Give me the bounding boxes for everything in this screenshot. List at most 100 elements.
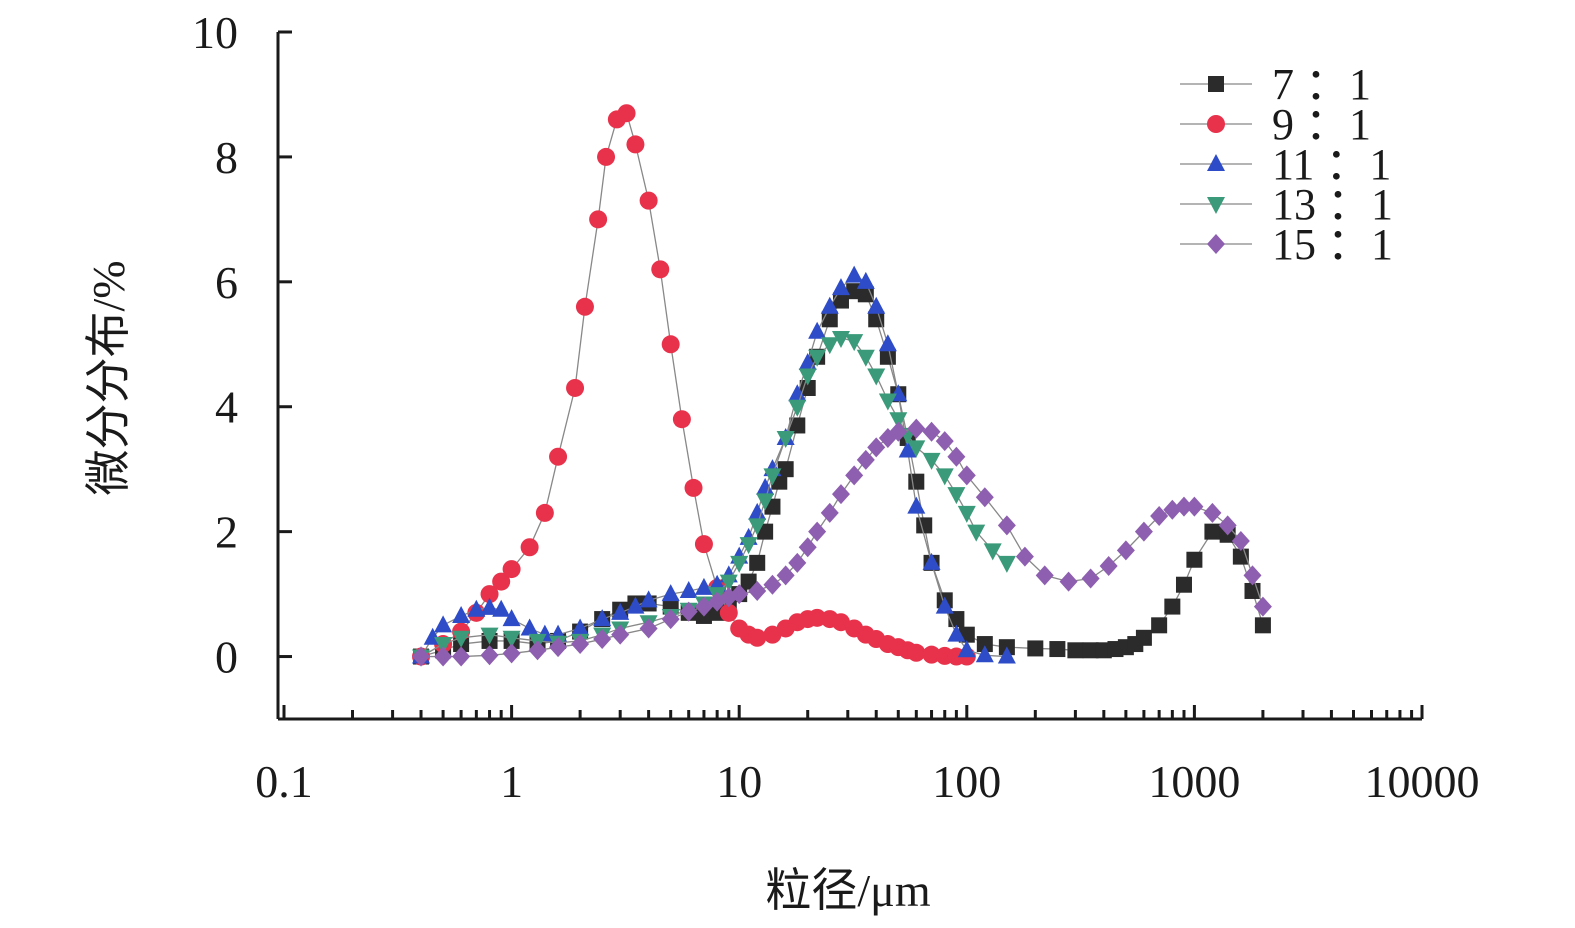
- data-point: [907, 418, 926, 439]
- data-point: [831, 278, 850, 296]
- axes: [276, 32, 1422, 721]
- legend-label: 9 ：1: [1272, 100, 1371, 149]
- data-point: [935, 468, 954, 486]
- data-point: [1151, 617, 1168, 634]
- data-point: [856, 271, 875, 289]
- series-2: [412, 104, 976, 666]
- data-point: [907, 496, 926, 514]
- data-point: [549, 637, 568, 658]
- x-tick-label: 10000: [1365, 756, 1480, 807]
- data-point: [1204, 523, 1221, 540]
- data-point: [1099, 555, 1118, 576]
- x-tick-label: 1000: [1148, 756, 1240, 807]
- data-point: [679, 580, 698, 598]
- data-point: [492, 599, 511, 617]
- legend-marker: [1207, 234, 1225, 254]
- legend-label: 7 ：1: [1272, 60, 1371, 109]
- data-point: [967, 524, 986, 542]
- data-point: [452, 630, 471, 648]
- data-point: [1243, 565, 1262, 586]
- data-point: [777, 461, 794, 478]
- data-point: [593, 629, 612, 650]
- legend-marker: [1207, 197, 1225, 214]
- data-point: [798, 537, 817, 558]
- data-point: [997, 555, 1016, 573]
- data-point: [626, 135, 645, 154]
- data-point: [748, 502, 767, 520]
- y-tick-label: 8: [215, 132, 238, 183]
- data-point: [626, 596, 645, 614]
- data-point: [798, 368, 817, 386]
- data-point: [434, 637, 453, 655]
- data-point: [661, 609, 680, 630]
- x-tick-label: 10: [716, 756, 762, 807]
- data-point: [997, 515, 1016, 536]
- data-point: [740, 573, 757, 590]
- data-point: [756, 493, 775, 511]
- data-point: [983, 543, 1002, 561]
- data-point: [832, 292, 849, 309]
- data-point: [878, 334, 897, 352]
- data-point: [907, 440, 926, 458]
- data-point: [694, 535, 713, 554]
- data-point: [589, 210, 608, 229]
- data-point: [808, 349, 827, 367]
- data-point: [947, 624, 966, 642]
- data-point: [788, 399, 807, 417]
- data-point: [922, 645, 941, 664]
- data-point: [1027, 640, 1044, 657]
- data-point: [867, 296, 886, 314]
- x-tick-label: 100: [932, 756, 1001, 807]
- data-point: [1231, 531, 1250, 552]
- data-point: [889, 421, 908, 442]
- legend-marker: [1207, 154, 1225, 171]
- data-point: [776, 565, 795, 586]
- series-5: [412, 418, 1272, 667]
- data-point: [639, 191, 658, 210]
- data-point: [1175, 576, 1192, 593]
- legend-item: 11 ：1: [1180, 140, 1391, 189]
- data-point: [763, 468, 782, 486]
- data-point: [597, 147, 616, 166]
- x-tick-label: 0.1: [255, 756, 313, 807]
- data-point: [916, 517, 933, 534]
- data-point: [748, 628, 767, 647]
- data-point: [611, 624, 630, 645]
- data-point: [719, 574, 738, 592]
- data-point: [1253, 596, 1272, 617]
- data-point: [679, 601, 698, 622]
- data-point: [1254, 617, 1271, 634]
- legend-item: 9 ：1: [1180, 100, 1371, 149]
- x-axis-title: 粒径/μm: [765, 865, 930, 916]
- legend-label: 15 ：1: [1272, 220, 1393, 269]
- data-point: [502, 560, 521, 579]
- data-point: [856, 349, 875, 367]
- data-point: [1081, 568, 1100, 589]
- data-point: [434, 615, 453, 633]
- y-tick-label: 2: [215, 507, 238, 558]
- data-point: [661, 335, 680, 354]
- data-point: [975, 487, 994, 508]
- data-point: [976, 636, 993, 653]
- x-axis-tick-labels: 0.1 1 10 100 1000 10000: [255, 756, 1479, 807]
- data-point: [535, 503, 554, 522]
- data-point: [935, 431, 954, 452]
- data-point: [957, 465, 976, 486]
- y-tick-label: 10: [192, 7, 238, 58]
- data-point: [1150, 506, 1169, 527]
- data-point: [571, 618, 590, 636]
- data-point: [480, 627, 499, 645]
- y-tick-label: 0: [215, 632, 238, 683]
- data-point: [639, 590, 658, 608]
- data-point: [480, 645, 499, 666]
- legend-label: 11 ：1: [1272, 140, 1391, 189]
- data-point: [856, 449, 875, 470]
- data-point: [820, 296, 839, 314]
- data-point: [1186, 551, 1203, 568]
- legend: 7 ：19 ：111 ：113 ：115 ：1: [1180, 60, 1393, 269]
- legend-item: 15 ：1: [1180, 220, 1393, 269]
- data-point: [617, 104, 636, 123]
- data-point: [922, 552, 941, 570]
- plot-area: [412, 104, 1272, 667]
- data-point: [820, 502, 839, 523]
